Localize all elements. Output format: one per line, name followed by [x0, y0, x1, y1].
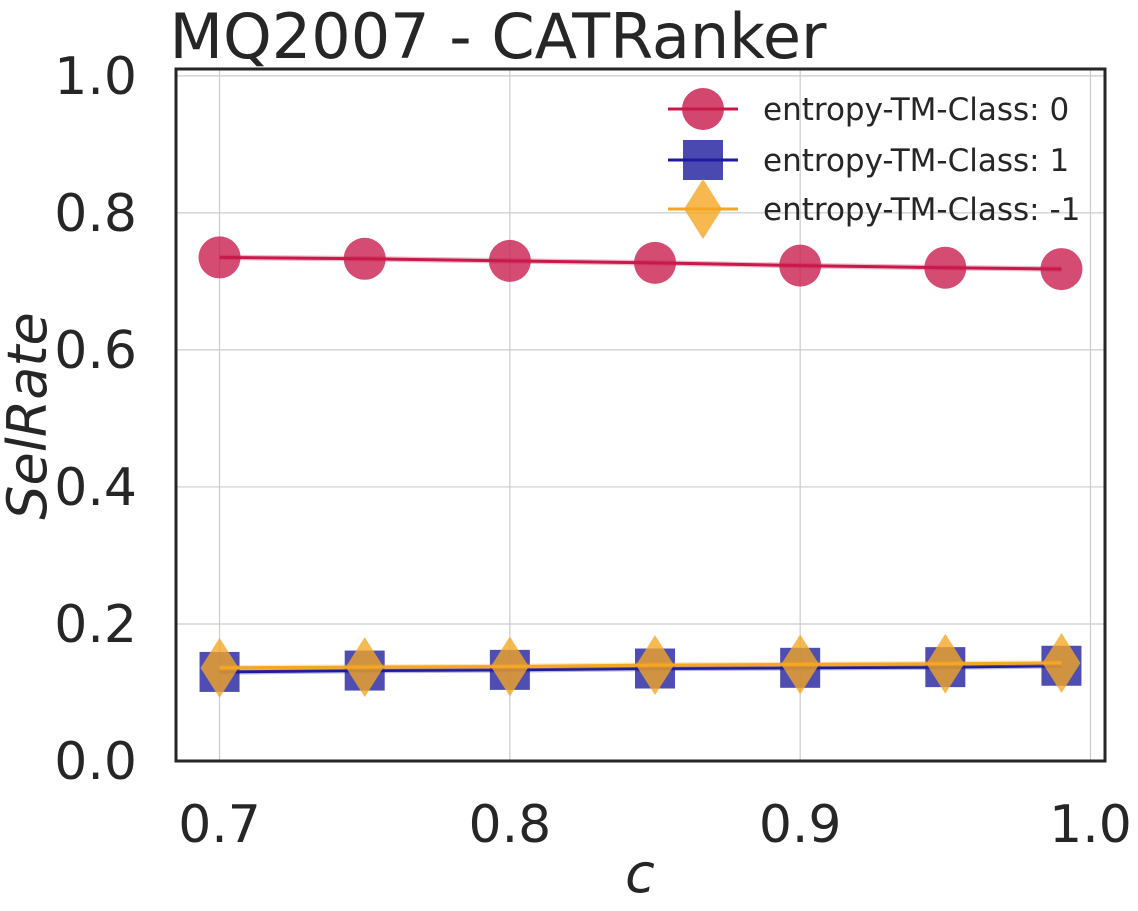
data-point-circle	[1040, 248, 1083, 291]
data-point-diamond	[490, 636, 529, 697]
plot-frame	[174, 67, 1107, 763]
legend: entropy-TM-Class: 0 entropy-TM-Class: 1 en…	[668, 88, 1080, 239]
y-tick-labels: 0.0 0.2 0.4 0.6 0.8 1.0	[54, 47, 137, 792]
y-tick-label: 0.8	[54, 184, 137, 244]
x-axis-label: c	[625, 842, 655, 905]
y-tick-label: 0.0	[54, 732, 137, 792]
y-tick-label: 0.6	[54, 321, 137, 381]
data-point-circle	[924, 246, 967, 289]
legend-marker-square	[683, 140, 723, 180]
series-diamond	[200, 633, 1081, 698]
legend-marker-circle	[682, 88, 724, 130]
legend-item: entropy-TM-Class: 0	[668, 88, 1069, 130]
data-point-diamond	[345, 637, 384, 698]
data-point-circle	[488, 239, 531, 282]
legend-label: entropy-TM-Class: -1	[763, 192, 1080, 228]
y-axis-label: SelRate	[0, 312, 59, 520]
y-tick-label: 0.4	[54, 458, 137, 518]
data-point-circle	[779, 244, 822, 287]
data-point-diamond	[636, 635, 675, 696]
data-point-circle	[634, 241, 677, 284]
data-point-diamond	[781, 634, 820, 695]
x-tick-label: 0.7	[178, 795, 261, 855]
x-tick-labels: 0.7 0.8 0.9 1.0	[178, 795, 1132, 855]
legend-item: entropy-TM-Class: -1	[668, 179, 1080, 239]
y-tick-label: 0.2	[54, 595, 137, 655]
series-layer	[198, 236, 1083, 698]
grid	[176, 69, 1105, 761]
legend-marker-diamond	[684, 179, 722, 239]
data-point-diamond	[200, 637, 239, 698]
x-tick-label: 0.9	[759, 795, 842, 855]
legend-label: entropy-TM-Class: 1	[763, 143, 1069, 179]
data-point-circle	[198, 236, 241, 279]
x-tick-label: 0.8	[469, 795, 552, 855]
data-point-circle	[343, 237, 386, 280]
legend-label: entropy-TM-Class: 0	[763, 92, 1069, 128]
series-circle	[198, 236, 1083, 291]
chart-title: MQ2007 - CATRanker	[170, 0, 827, 73]
y-tick-label: 1.0	[54, 47, 137, 107]
data-point-diamond	[926, 633, 965, 694]
legend-item: entropy-TM-Class: 1	[668, 140, 1069, 180]
x-tick-label: 1.0	[1049, 795, 1132, 855]
data-point-diamond	[1042, 633, 1081, 694]
